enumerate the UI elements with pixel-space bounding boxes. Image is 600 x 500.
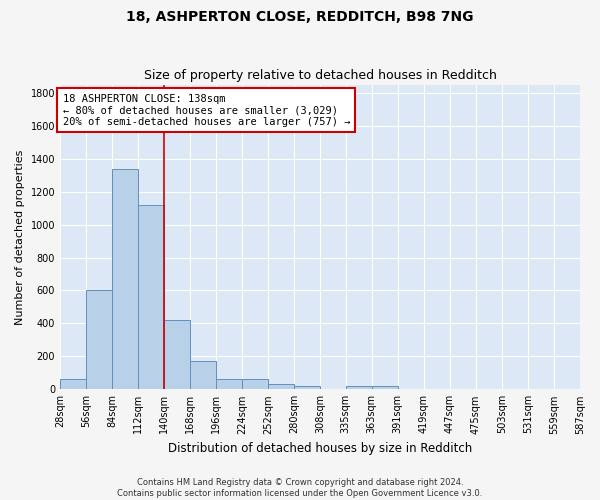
Bar <box>138 205 164 390</box>
Bar <box>60 380 86 390</box>
Bar <box>217 380 242 390</box>
Bar <box>346 386 371 390</box>
Bar <box>190 362 217 390</box>
Bar <box>164 320 190 390</box>
Title: Size of property relative to detached houses in Redditch: Size of property relative to detached ho… <box>143 69 496 82</box>
Bar <box>86 290 112 390</box>
Text: 18, ASHPERTON CLOSE, REDDITCH, B98 7NG: 18, ASHPERTON CLOSE, REDDITCH, B98 7NG <box>126 10 474 24</box>
Y-axis label: Number of detached properties: Number of detached properties <box>15 149 25 324</box>
Bar <box>268 384 295 390</box>
Bar <box>295 386 320 390</box>
X-axis label: Distribution of detached houses by size in Redditch: Distribution of detached houses by size … <box>168 442 472 455</box>
Bar <box>242 380 268 390</box>
Bar <box>371 386 398 390</box>
Bar <box>112 168 138 390</box>
Text: Contains HM Land Registry data © Crown copyright and database right 2024.
Contai: Contains HM Land Registry data © Crown c… <box>118 478 482 498</box>
Text: 18 ASHPERTON CLOSE: 138sqm
← 80% of detached houses are smaller (3,029)
20% of s: 18 ASHPERTON CLOSE: 138sqm ← 80% of deta… <box>62 94 350 127</box>
